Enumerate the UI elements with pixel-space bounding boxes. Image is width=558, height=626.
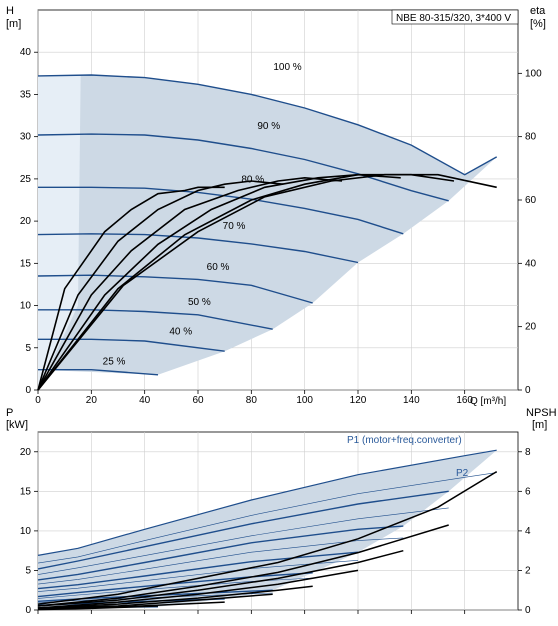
power-curve: [37, 449, 497, 556]
head-curve: [37, 274, 313, 304]
y-axis-label-h: H: [6, 5, 14, 17]
npsh-curve: [37, 549, 404, 607]
efficiency-curve: [37, 176, 343, 391]
p2-curve: [37, 507, 449, 575]
x-tick-label: 60: [192, 395, 204, 406]
x-tick-label: 40: [139, 395, 151, 406]
p2-curve: [37, 560, 359, 592]
operating-region: [38, 75, 497, 390]
y-tick-label: 10: [20, 301, 32, 312]
speed-label: 25 %: [103, 357, 126, 368]
y-tick-label: 20: [20, 216, 32, 227]
head-curves: [37, 74, 498, 376]
y-tick-label: 15: [20, 486, 32, 497]
head-curve: [37, 233, 359, 264]
power-npsh-panel: 0 5 10 15 20 0 2 4 6 8 P [kW] NPSH [m] P1 (motor+…: [6, 407, 557, 616]
speed-label: 80 %: [241, 174, 264, 185]
y-right-tick-label: 100: [525, 68, 542, 79]
x-tick-label: 0: [35, 395, 41, 406]
efficiency-curve: [37, 173, 497, 391]
efficiency-curve: [37, 180, 284, 391]
y-right-axis-unit-eta: [%]: [530, 18, 546, 30]
power-curve: [37, 490, 449, 570]
p2-curve: [37, 472, 497, 564]
efficiency-curves: [37, 173, 497, 391]
y-right-tick-label: 2: [525, 565, 531, 576]
y-tick-label: 5: [25, 565, 31, 576]
npsh-curve: [37, 470, 498, 605]
y-tick-label: 35: [20, 89, 32, 100]
head-axis-ticks: 0 20 40 60 80 100 120 140 160 0 5 10 15 20 25 30 35 40 0 20…: [20, 47, 542, 406]
x-tick-label: 100: [296, 395, 313, 406]
npsh-curve: [37, 569, 359, 609]
y-tick-label: 25: [20, 174, 32, 185]
speed-label: 90 %: [257, 121, 280, 132]
y-tick-label: 0: [25, 385, 31, 396]
y-right-axis-label-npsh: NPSH: [526, 407, 557, 419]
head-curve: [38, 369, 159, 376]
y-right-tick-label: 6: [525, 486, 531, 497]
y-right-tick-label: 0: [525, 605, 531, 616]
power-curve: [37, 572, 313, 598]
x-axis-label: Q [m³/h]: [470, 396, 506, 407]
speed-label: 70 %: [223, 221, 246, 232]
power-curve: [37, 551, 359, 590]
speed-label: 50 %: [188, 297, 211, 308]
p1-annotation: P1 (motor+freq.converter): [347, 435, 462, 446]
y-right-tick-label: 20: [525, 322, 537, 333]
y-right-tick-label: 4: [525, 526, 531, 537]
x-tick-label: 20: [86, 395, 98, 406]
y-tick-label: 20: [20, 447, 32, 458]
npsh-curve: [37, 524, 449, 607]
speed-label: 100 %: [273, 62, 301, 73]
x-tick-label: 80: [246, 395, 258, 406]
minimum-flow-area: [38, 75, 81, 390]
power-axis-ticks: 0 5 10 15 20 0 2 4 6 8: [20, 447, 531, 616]
y-right-tick-label: 60: [525, 195, 537, 206]
y-tick-label: 30: [20, 132, 32, 143]
head-curve: [38, 338, 225, 352]
chart-title: NBE 80-315/320, 3*400 V: [396, 13, 511, 24]
title-box: [391, 9, 519, 25]
p2-annotation: P2: [456, 468, 469, 479]
y-axis-label-p: P: [6, 407, 13, 419]
p2-curve: [37, 537, 404, 585]
speed-label: 40 %: [169, 326, 192, 337]
y-tick-label: 0: [25, 605, 31, 616]
speed-labels: 100 % 90 % 80 % 70 % 60 % 50 % 40 % 25 %: [103, 62, 302, 368]
x-tick-label: 140: [403, 395, 420, 406]
speed-label: 60 %: [207, 262, 230, 273]
y-right-tick-label: 8: [525, 447, 531, 458]
head-curve: [37, 133, 449, 202]
npsh-curve: [37, 593, 273, 609]
head-efficiency-panel: 100 % 90 % 80 % 70 % 60 % 50 % 40 % 25 % 0 20 40 6…: [6, 5, 546, 407]
y-tick-label: 10: [20, 526, 32, 537]
x-tick-label: 160: [456, 395, 473, 406]
npsh-curves: [37, 470, 498, 611]
operating-area: [38, 75, 497, 375]
y-right-axis-unit-npsh: [m]: [532, 419, 547, 431]
head-curve: [37, 74, 498, 176]
x-tick-label: 120: [350, 395, 367, 406]
y-right-tick-label: 40: [525, 258, 537, 269]
y-right-tick-label: 0: [525, 385, 531, 396]
npsh-curve: [37, 605, 159, 611]
efficiency-curve: [37, 186, 225, 391]
head-curve: [38, 309, 273, 330]
y-tick-label: 40: [20, 47, 32, 58]
y-right-tick-label: 80: [525, 132, 537, 143]
y-axis-unit-h: [m]: [6, 18, 21, 30]
npsh-curve: [37, 585, 313, 609]
y-right-axis-label-eta: eta: [530, 5, 546, 17]
power-curve: [37, 525, 404, 581]
y-tick-label: 15: [20, 258, 32, 269]
y-tick-label: 5: [25, 343, 31, 354]
y-axis-unit-p: [kW]: [6, 419, 28, 431]
